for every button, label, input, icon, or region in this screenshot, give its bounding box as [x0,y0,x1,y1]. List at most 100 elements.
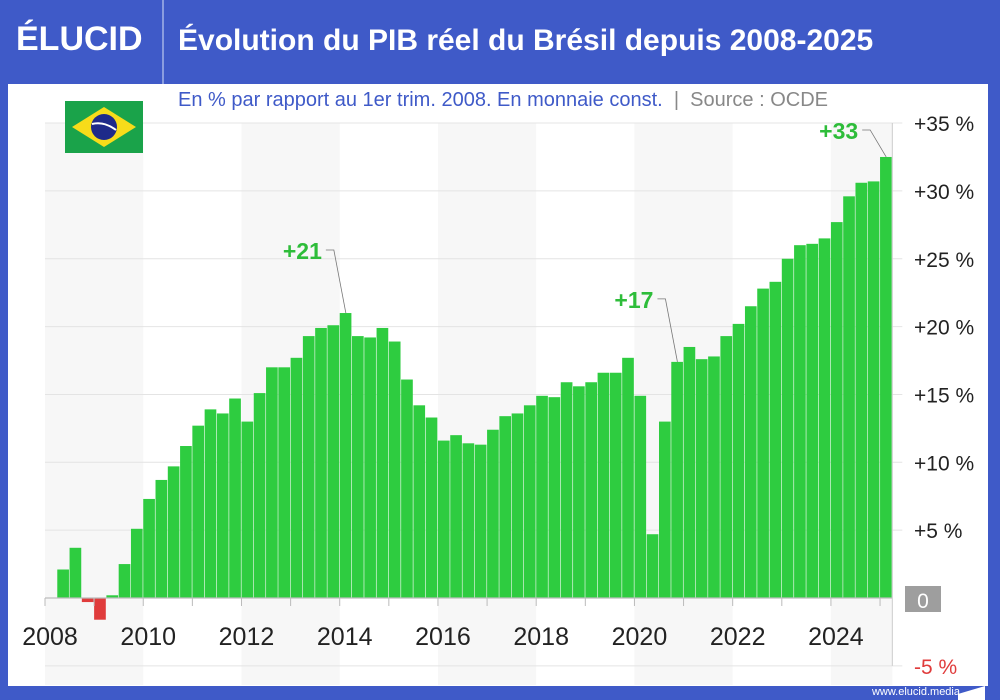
bar [81,598,94,603]
bar [167,466,180,598]
zero-label-box [905,586,941,612]
x-tick-label: 2010 [120,623,176,651]
bar [597,372,610,598]
y-tick-label: +20 % [914,317,974,340]
bar [57,569,69,598]
bar [253,393,266,598]
annotation-label: +33 [819,118,858,144]
bar [155,479,168,598]
annotation-leader [862,129,887,158]
bar [266,367,278,598]
subtitle-separator: | [673,89,680,111]
elucid-logo: ÉLUCID [16,20,143,58]
bar [683,346,696,598]
bar [487,429,499,598]
subtitle-text: En % par rapport au 1er trim. 2008. En m… [178,89,663,111]
bar [536,395,548,598]
bar [744,306,757,598]
bar [708,356,720,598]
bar [499,416,512,598]
annotation-leader [325,249,347,314]
bar [843,196,855,598]
bar [474,444,487,598]
x-tick-label: 2024 [808,623,864,651]
y-tick-label: +5 % [914,520,962,543]
bar [290,357,303,598]
bar [376,327,389,598]
x-tick-label: 2012 [219,623,275,651]
bar [364,337,376,598]
footer-url: www.elucid.media [871,686,960,698]
annotation-leader [657,298,678,362]
annotation-label: +21 [283,238,322,264]
source-label: Source : OCDE [690,89,828,111]
y-tick-label: 0 [917,590,929,613]
bar [216,413,229,598]
y-tick-label: +25 % [914,249,974,272]
bar [573,386,585,598]
x-tick-label: 2014 [317,623,373,651]
y-tick-label: +30 % [914,181,974,204]
elucid-mark-icon [958,686,985,700]
y-tick-label: +15 % [914,384,974,407]
bar [437,440,450,598]
bar [646,534,659,598]
x-tick-label: 2008 [22,623,78,651]
bar [560,382,573,598]
bar [130,528,143,598]
bar [278,367,290,598]
y-tick-label: +10 % [914,452,974,475]
bar [585,382,597,598]
bar [180,446,192,598]
bar [548,397,561,598]
flag-globe [91,114,117,140]
bar [511,413,524,598]
bar [204,409,217,598]
bar [143,498,155,598]
bar [732,323,745,598]
brazil-flag-icon [65,101,143,153]
bar [229,398,241,598]
bar [315,327,327,598]
bar [401,379,413,598]
y-tick-label: -5 % [914,656,957,679]
bar [339,313,352,598]
x-tick-label: 2018 [513,623,569,651]
bar [192,425,205,598]
x-tick-label: 2020 [612,623,668,651]
bar [450,435,462,598]
bar [830,222,843,598]
bar [634,395,647,598]
y-tick-label: +35 % [914,113,974,136]
flag-band [91,122,117,131]
bar [757,288,769,598]
chart-subtitle: En % par rapport au 1er trim. 2008. En m… [178,89,828,112]
bar [388,341,401,598]
bar [94,598,106,620]
bar [769,281,782,598]
bar [880,156,892,598]
bar [695,359,708,598]
bar [659,421,671,598]
header-divider [162,0,164,84]
bar [118,564,131,598]
x-tick-label: 2016 [415,623,471,651]
bar [855,182,868,598]
bar [241,421,254,598]
bar [425,417,438,598]
bar [413,405,426,598]
bar [794,245,806,598]
bar [302,336,315,598]
bar [781,258,794,598]
bar [671,361,683,598]
chart-title: Évolution du PIB réel du Brésil depuis 2… [178,24,874,57]
bar [352,336,364,598]
bar [462,443,475,598]
x-tick-label: 2022 [710,623,766,651]
bar [523,405,536,598]
annotation-label: +17 [614,287,653,313]
bar [867,181,880,598]
bar [720,336,733,598]
bar [69,547,82,598]
